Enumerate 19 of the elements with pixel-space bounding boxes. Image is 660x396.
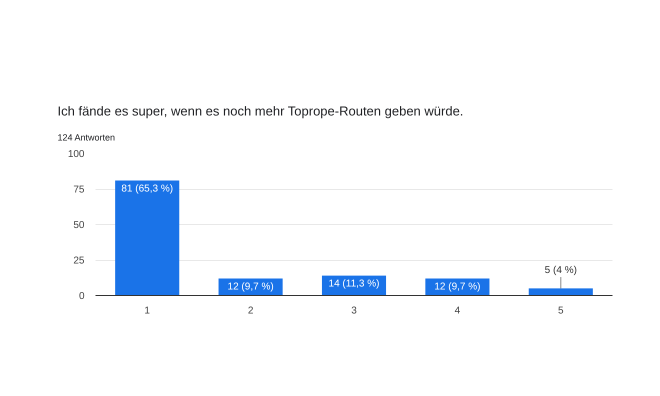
x-tick-label: 5 bbox=[558, 306, 564, 316]
x-tick-label: 4 bbox=[454, 306, 461, 316]
y-tick-label: 50 bbox=[73, 220, 85, 231]
chart-title: Ich fände es super, wenn es noch mehr Toprope-Routen geben würde. bbox=[58, 104, 464, 118]
data-label: 5 (4 %) bbox=[544, 265, 577, 276]
data-label: 12 (9,7 %) bbox=[228, 281, 274, 292]
x-tick-label: 1 bbox=[144, 306, 150, 316]
y-tick-label: 25 bbox=[73, 256, 85, 266]
y-tick-label: 0 bbox=[78, 291, 85, 302]
chart-subtitle: 124 Antworten bbox=[58, 132, 116, 142]
y-tick-label: 75 bbox=[73, 184, 85, 196]
data-label: 14 (11,3 %) bbox=[328, 278, 380, 290]
data-label: 12 (9,7 %) bbox=[434, 281, 480, 292]
x-tick-label: 2 bbox=[248, 306, 254, 316]
x-tick-label: 3 bbox=[351, 306, 358, 316]
bar bbox=[115, 180, 180, 296]
y-tick-label: 100 bbox=[68, 149, 85, 160]
data-label: 81 (65,3 %) bbox=[121, 183, 174, 194]
bar bbox=[528, 288, 593, 296]
